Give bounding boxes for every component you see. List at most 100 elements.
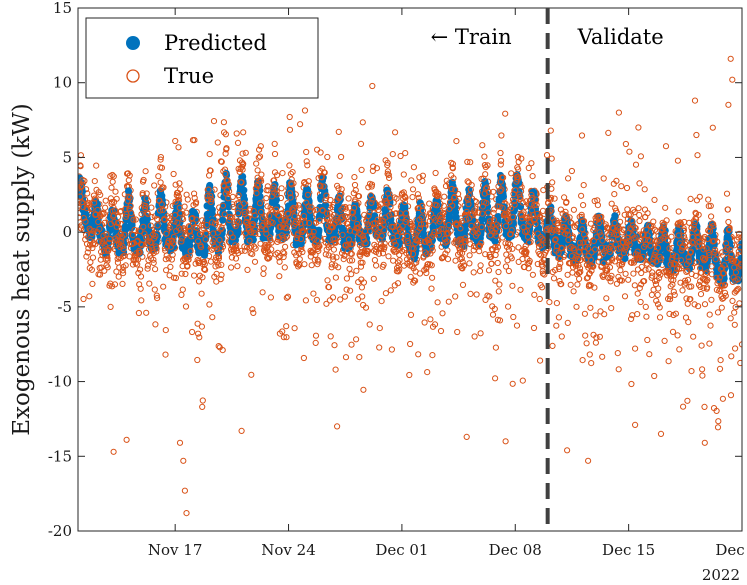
true-point bbox=[122, 213, 130, 220]
true-point bbox=[473, 291, 480, 298]
true-point bbox=[459, 281, 467, 288]
predicted-point bbox=[225, 203, 233, 211]
true-point bbox=[151, 286, 158, 293]
true-point bbox=[110, 173, 117, 180]
true-point bbox=[91, 178, 98, 185]
true-point bbox=[280, 334, 287, 341]
true-point bbox=[539, 268, 546, 275]
true-point bbox=[509, 380, 516, 387]
true-point bbox=[615, 366, 622, 373]
true-point bbox=[736, 300, 742, 307]
true-point bbox=[195, 278, 203, 285]
true-point bbox=[728, 353, 735, 360]
true-point bbox=[249, 221, 257, 228]
true-point bbox=[703, 278, 710, 285]
true-point bbox=[172, 137, 179, 145]
true-point bbox=[702, 276, 709, 284]
true-point bbox=[163, 267, 170, 274]
true-point bbox=[732, 345, 739, 352]
true-point bbox=[226, 213, 233, 221]
predicted-point bbox=[315, 226, 323, 234]
true-point bbox=[223, 187, 231, 194]
true-point bbox=[214, 246, 221, 253]
true-point bbox=[152, 266, 159, 273]
true-point bbox=[256, 146, 263, 153]
true-point bbox=[276, 273, 283, 280]
true-point bbox=[221, 211, 228, 218]
true-point bbox=[104, 255, 111, 262]
true-point bbox=[599, 353, 606, 360]
true-point bbox=[137, 241, 145, 248]
true-point bbox=[86, 293, 93, 300]
true-point bbox=[113, 223, 120, 230]
true-point bbox=[722, 292, 729, 299]
true-point bbox=[637, 298, 644, 306]
true-point bbox=[212, 263, 219, 270]
true-point bbox=[601, 311, 608, 318]
true-point bbox=[113, 268, 120, 275]
true-point bbox=[409, 194, 416, 201]
true-point bbox=[698, 342, 705, 349]
true-point bbox=[169, 237, 176, 244]
true-point bbox=[693, 131, 700, 139]
true-point bbox=[184, 263, 191, 270]
true-point bbox=[614, 350, 621, 357]
true-point bbox=[481, 153, 488, 160]
true-point bbox=[414, 191, 421, 198]
true-point bbox=[170, 240, 177, 247]
true-point bbox=[335, 128, 342, 135]
true-point bbox=[343, 275, 350, 282]
true-point bbox=[471, 333, 478, 340]
true-point bbox=[222, 190, 229, 197]
true-point bbox=[179, 286, 186, 293]
true-point bbox=[146, 280, 153, 287]
true-point bbox=[213, 270, 220, 277]
true-point bbox=[200, 258, 207, 266]
predicted-point bbox=[662, 241, 670, 249]
predicted-point bbox=[451, 203, 459, 211]
true-point bbox=[264, 243, 271, 250]
true-point bbox=[163, 230, 170, 237]
true-point bbox=[621, 211, 628, 218]
true-point bbox=[699, 372, 706, 379]
true-point bbox=[557, 260, 564, 267]
true-point bbox=[206, 172, 213, 179]
true-point bbox=[198, 290, 205, 297]
true-point bbox=[81, 177, 88, 184]
true-point bbox=[181, 487, 188, 494]
true-point bbox=[283, 225, 290, 232]
true-point bbox=[586, 351, 593, 358]
true-point bbox=[445, 298, 452, 305]
true-point bbox=[91, 199, 98, 206]
predicted-point bbox=[689, 246, 697, 254]
true-point bbox=[406, 371, 413, 379]
predicted-point bbox=[154, 223, 162, 231]
true-point bbox=[324, 277, 331, 284]
true-point bbox=[166, 224, 173, 231]
predicted-point bbox=[256, 192, 264, 200]
true-point bbox=[252, 245, 259, 252]
true-point bbox=[580, 182, 587, 189]
true-point bbox=[200, 225, 207, 232]
true-point bbox=[240, 200, 247, 207]
true-point bbox=[253, 160, 260, 167]
true-point bbox=[618, 277, 626, 284]
true-point bbox=[416, 270, 424, 277]
true-point bbox=[606, 264, 614, 271]
true-point bbox=[738, 341, 742, 348]
true-point bbox=[119, 280, 126, 287]
true-point bbox=[634, 290, 641, 297]
true-point bbox=[153, 292, 160, 299]
true-point bbox=[564, 319, 571, 326]
true-point bbox=[98, 210, 105, 217]
true-point bbox=[621, 293, 629, 300]
true-point bbox=[96, 271, 104, 278]
true-point bbox=[549, 342, 556, 349]
true-point bbox=[195, 330, 202, 337]
true-point bbox=[323, 300, 330, 307]
true-point bbox=[696, 193, 703, 200]
true-point bbox=[452, 293, 459, 300]
true-point bbox=[558, 281, 565, 288]
predicted-point bbox=[206, 181, 214, 190]
true-point bbox=[536, 295, 543, 303]
